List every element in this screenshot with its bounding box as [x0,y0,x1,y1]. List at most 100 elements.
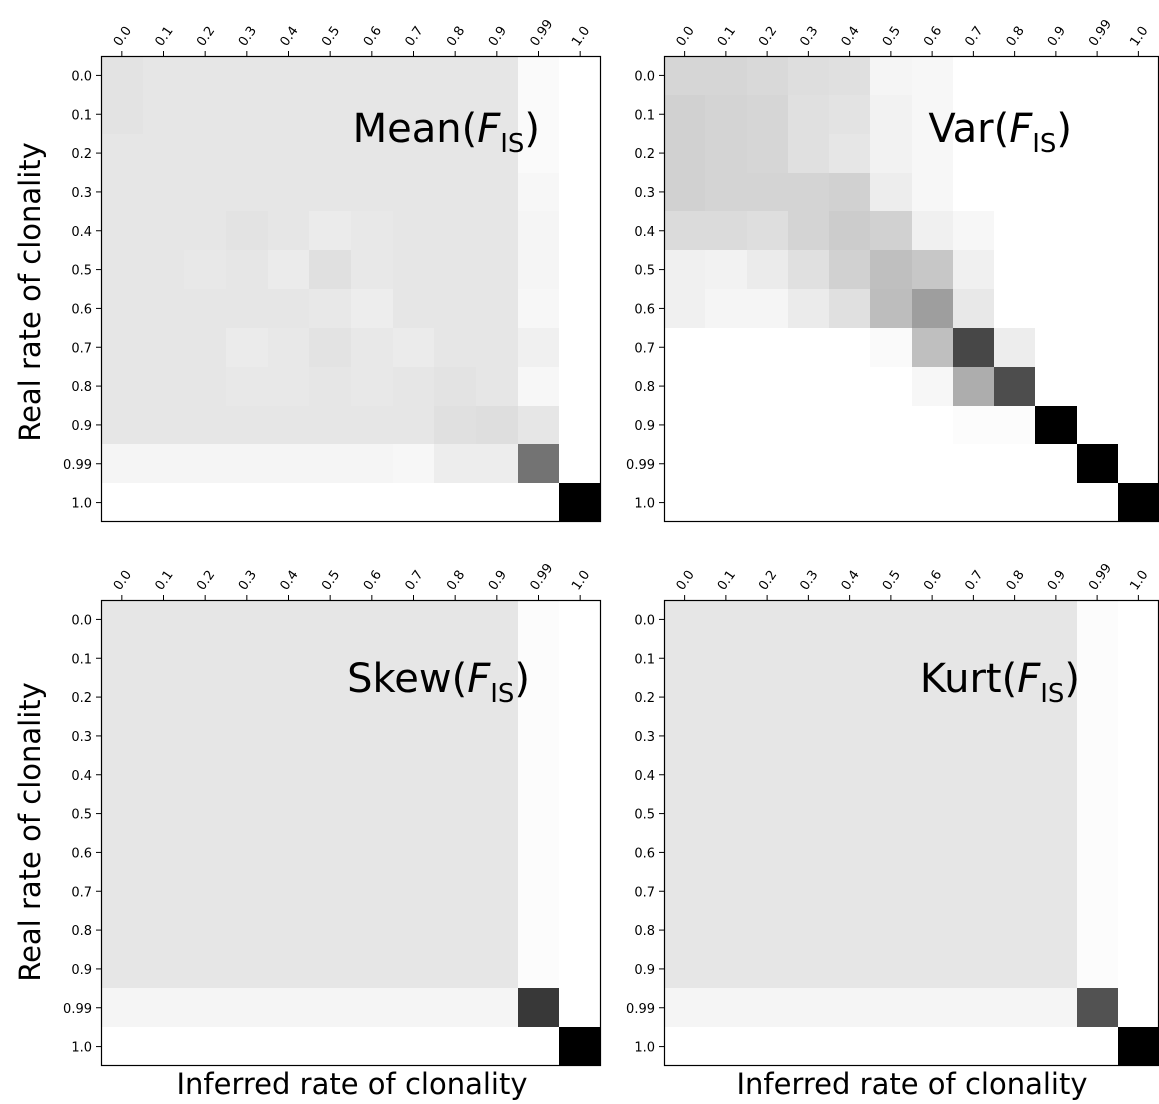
kurt-cell-5-3 [788,794,829,833]
skew-xtick-label-5: 0.5 [319,568,343,594]
skew-cell-1-8 [434,639,476,678]
skew-cell-5-4 [268,794,309,833]
skew-cell-1-11 [559,639,601,678]
skew-cell-1-2 [184,639,226,678]
var-cell-11-4 [829,483,870,522]
kurt-cell-3-11 [1118,717,1159,755]
kurt-cell-8-11 [1118,911,1159,950]
skew-cell-3-0 [101,717,143,755]
kurt-cell-1-9 [1035,639,1077,678]
mean-xtick-label-1: 0.1 [152,24,176,50]
var-cell-11-0 [664,483,705,522]
var-xtick-label-3: 0.3 [797,24,821,50]
var-cell-5-2 [747,250,788,289]
var-cell-10-2 [747,444,788,483]
skew-cell-2-0 [101,678,143,717]
kurt-cell-5-4 [829,794,870,833]
skew-cell-10-7 [393,988,434,1027]
skew-cell-1-6 [351,639,393,678]
kurt-cell-3-4 [829,717,870,755]
var-ytick-label-8: 0.8 [634,380,655,395]
skew-cell-10-2 [184,988,226,1027]
mean-xtick-label-10: 0.99 [527,17,556,49]
mean-xtick-label-11: 1.0 [569,24,593,50]
skew-cell-11-11 [559,1027,601,1066]
skew-cell-1-1 [143,639,184,678]
skew-cell-4-1 [143,755,184,794]
kurt-cells [664,600,1159,1066]
skew-cell-4-11 [559,755,601,794]
kurt-cell-8-1 [705,911,747,950]
skew-cell-9-4 [268,950,309,988]
kurt-cell-11-10 [1077,1027,1118,1066]
y-axis-label-top: Real rate of clonality [13,142,47,442]
mean-cell-2-8 [434,134,476,173]
var-cell-0-3 [788,56,829,95]
var-cell-1-11 [1118,95,1159,134]
mean-cell-10-3 [226,444,268,483]
var-cell-0-7 [953,56,994,95]
skew-cell-5-1 [143,794,184,833]
mean-cell-1-7 [393,95,434,134]
mean-cell-8-6 [351,367,393,406]
mean-cell-1-3 [226,95,268,134]
var-cell-7-5 [870,328,912,367]
mean-cell-2-1 [143,134,184,173]
kurt-cell-2-2 [747,678,788,717]
mean-cell-10-5 [309,444,351,483]
var-xtick-label-4: 0.4 [839,24,863,50]
skew-cell-4-0 [101,755,143,794]
mean-xtick-label-3: 0.3 [236,24,260,50]
skew-cell-10-11 [559,988,601,1027]
var-cell-6-10 [1077,289,1118,328]
mean-cell-1-11 [559,95,601,134]
kurt-xtick-label-7: 0.7 [962,568,986,594]
mean-cell-3-11 [559,173,601,211]
skew-cell-8-3 [226,911,268,950]
mean-cell-10-0 [101,444,143,483]
skew-cell-5-7 [393,794,434,833]
var-cell-0-6 [912,56,953,95]
skew-cell-9-1 [143,950,184,988]
kurt-cell-7-8 [994,872,1035,911]
var-cell-7-3 [788,328,829,367]
kurt-cell-6-9 [1035,833,1077,872]
mean-cell-6-1 [143,289,184,328]
mean-ytick-label-10: 0.99 [63,458,92,473]
kurt-cell-11-1 [705,1027,747,1066]
skew-cell-3-5 [309,717,351,755]
var-cell-10-3 [788,444,829,483]
skew-xtick-label-11: 1.0 [569,568,593,594]
kurt-ytick-label-1: 0.1 [634,652,655,667]
skew-ytick-label-5: 0.5 [71,808,92,823]
var-cell-1-5 [870,95,912,134]
var-cell-9-4 [829,406,870,444]
kurt-cell-2-7 [953,678,994,717]
var-cell-7-7 [953,328,994,367]
skew-cell-6-3 [226,833,268,872]
skew-cell-4-8 [434,755,476,794]
kurt-cell-2-4 [829,678,870,717]
kurt-cell-6-10 [1077,833,1118,872]
kurt-ytick-label-11: 1.0 [634,1041,655,1056]
mean-cell-0-6 [351,56,393,95]
mean-cell-9-11 [559,406,601,444]
skew-cell-0-6 [351,600,393,639]
skew-ytick-label-8: 0.8 [71,924,92,939]
mean-cell-7-2 [184,328,226,367]
kurt-cell-6-11 [1118,833,1159,872]
mean-cell-0-2 [184,56,226,95]
mean-cell-6-5 [309,289,351,328]
kurt-panel-title: Kurt(FIS) [920,656,1080,709]
var-cell-11-5 [870,483,912,522]
var-cell-10-1 [705,444,747,483]
var-cell-5-5 [870,250,912,289]
kurt-cell-0-10 [1077,600,1118,639]
mean-cell-11-4 [268,483,309,522]
kurt-xtick-label-2: 0.2 [756,568,780,594]
mean-cell-9-5 [309,406,351,444]
kurt-cell-0-7 [953,600,994,639]
var-cell-5-4 [829,250,870,289]
kurt-cell-4-5 [870,755,912,794]
mean-cell-8-0 [101,367,143,406]
